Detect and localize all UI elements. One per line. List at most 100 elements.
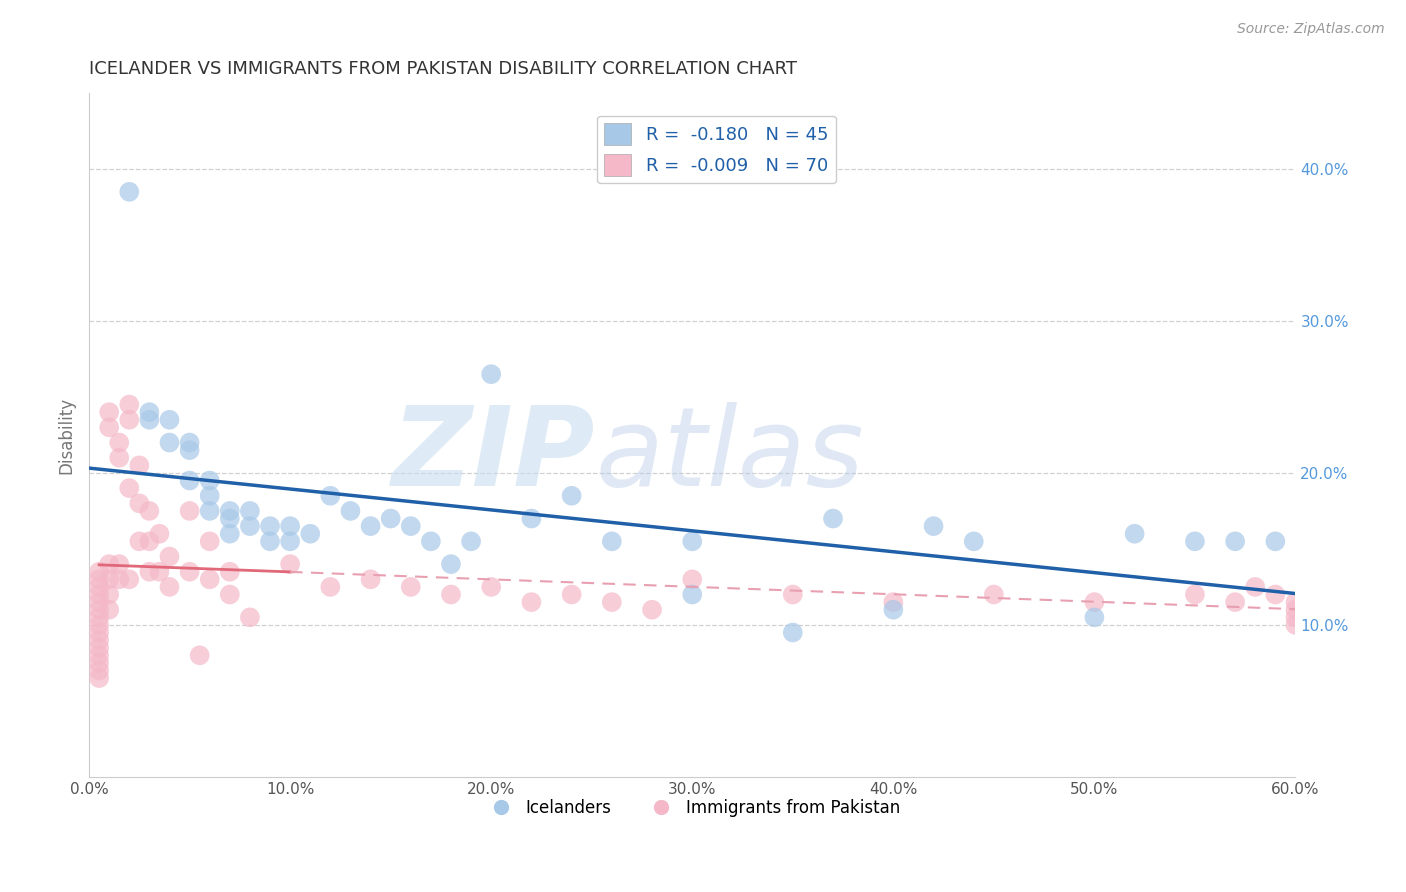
Point [218, 511, 240, 525]
Point [399, 519, 422, 533]
Point [138, 565, 160, 579]
Point [218, 587, 240, 601]
Point [239, 610, 262, 624]
Point [600, 595, 623, 609]
Point [128, 458, 150, 473]
Point [87, 572, 110, 586]
Point [1123, 526, 1146, 541]
Text: ZIP: ZIP [392, 402, 596, 509]
Point [561, 587, 583, 601]
Point [138, 534, 160, 549]
Point [922, 519, 945, 533]
Point [118, 572, 141, 586]
Point [128, 496, 150, 510]
Point [98, 587, 121, 601]
Point [1184, 534, 1206, 549]
Point [87, 664, 110, 678]
Point [1284, 595, 1306, 609]
Point [259, 519, 281, 533]
Y-axis label: Disability: Disability [58, 396, 75, 474]
Point [138, 413, 160, 427]
Point [98, 420, 121, 434]
Point [87, 565, 110, 579]
Point [128, 534, 150, 549]
Point [278, 534, 301, 549]
Point [98, 572, 121, 586]
Point [198, 504, 221, 518]
Point [218, 526, 240, 541]
Point [98, 603, 121, 617]
Point [399, 580, 422, 594]
Point [87, 610, 110, 624]
Point [179, 443, 201, 458]
Point [1223, 534, 1246, 549]
Text: atlas: atlas [596, 402, 865, 509]
Point [159, 435, 181, 450]
Point [1264, 534, 1286, 549]
Point [218, 565, 240, 579]
Point [339, 504, 361, 518]
Point [641, 603, 664, 617]
Point [87, 618, 110, 632]
Point [440, 587, 463, 601]
Point [360, 572, 382, 586]
Point [821, 511, 844, 525]
Point [479, 580, 502, 594]
Point [239, 504, 262, 518]
Point [419, 534, 441, 549]
Point [1083, 610, 1105, 624]
Point [118, 413, 141, 427]
Point [561, 489, 583, 503]
Point [681, 587, 703, 601]
Point [681, 534, 703, 549]
Point [782, 625, 804, 640]
Point [520, 595, 543, 609]
Point [600, 534, 623, 549]
Point [380, 511, 402, 525]
Point [87, 625, 110, 640]
Point [87, 595, 110, 609]
Point [782, 587, 804, 601]
Point [278, 557, 301, 571]
Point [319, 489, 342, 503]
Point [87, 603, 110, 617]
Point [681, 572, 703, 586]
Point [138, 405, 160, 419]
Point [118, 185, 141, 199]
Legend: Icelanders, Immigrants from Pakistan: Icelanders, Immigrants from Pakistan [477, 792, 907, 823]
Point [148, 565, 170, 579]
Point [520, 511, 543, 525]
Point [148, 526, 170, 541]
Point [98, 405, 121, 419]
Point [198, 534, 221, 549]
Point [108, 435, 131, 450]
Point [460, 534, 482, 549]
Text: ICELANDER VS IMMIGRANTS FROM PAKISTAN DISABILITY CORRELATION CHART: ICELANDER VS IMMIGRANTS FROM PAKISTAN DI… [89, 60, 797, 78]
Point [87, 587, 110, 601]
Point [118, 481, 141, 495]
Point [118, 398, 141, 412]
Point [108, 450, 131, 465]
Point [882, 595, 904, 609]
Point [440, 557, 463, 571]
Point [87, 633, 110, 648]
Point [983, 587, 1005, 601]
Point [179, 565, 201, 579]
Point [479, 367, 502, 381]
Point [1223, 595, 1246, 609]
Point [87, 580, 110, 594]
Point [87, 656, 110, 670]
Point [1184, 587, 1206, 601]
Point [179, 504, 201, 518]
Point [87, 648, 110, 663]
Point [882, 603, 904, 617]
Point [1284, 618, 1306, 632]
Point [963, 534, 986, 549]
Point [218, 504, 240, 518]
Point [87, 640, 110, 655]
Point [1083, 595, 1105, 609]
Point [1284, 603, 1306, 617]
Point [299, 526, 322, 541]
Point [1284, 610, 1306, 624]
Point [1244, 580, 1267, 594]
